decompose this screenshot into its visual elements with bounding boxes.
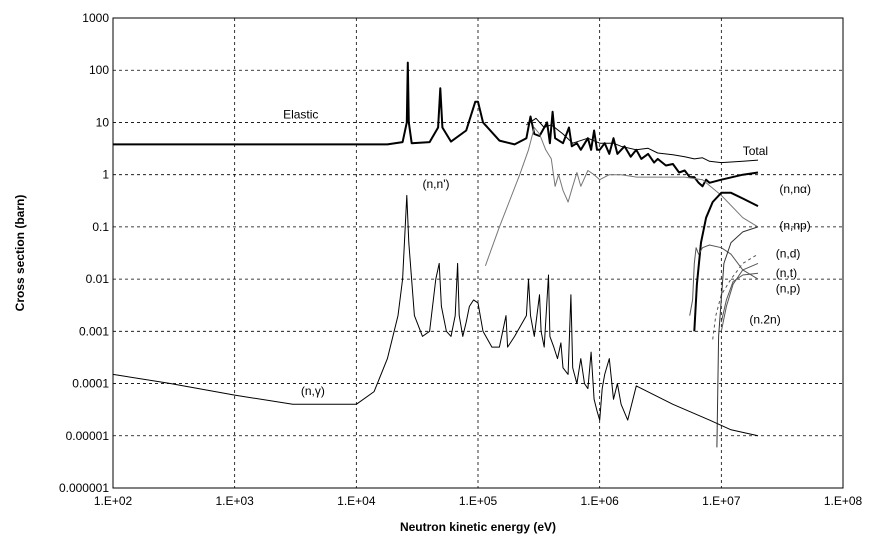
series-line-n-d [712,253,759,340]
x-tick-label: 1.E+05 [459,494,498,508]
annotation-total: Total [743,144,768,158]
y-tick-label: 100 [89,63,109,77]
x-tick-label: 1.E+03 [215,494,254,508]
y-tick-label: 0.0001 [72,377,109,391]
grid [113,18,843,488]
x-tick-label: 1.E+02 [94,494,133,508]
y-tick-labels: 1000 100 10 1 0.1 0.01 0.001 0.0001 0.00001 0.000… [59,11,109,495]
series-line-total [526,117,759,164]
series-line-elastic [113,61,759,188]
x-axis-title: Neutron kinetic energy (eV) [400,520,556,534]
x-tick-label: 1.E+04 [337,494,376,508]
annotation-n-n: (n,n') [423,177,450,191]
y-tick-label: 1 [102,168,109,182]
x-tick-label: 1.E+08 [824,494,863,508]
annotation-n-2n: (n.2n) [749,313,780,327]
annotation-n-d: (n,d) [776,246,801,260]
x-tick-label: 1.E+06 [580,494,619,508]
x-tick-labels: 1.E+02 1.E+03 1.E+04 1.E+05 1.E+06 1.E+07 1.E+… [94,494,863,508]
y-tick-label: 0.001 [79,324,109,338]
annotation-elastic: Elastic [283,107,318,121]
plot-frame [112,17,844,489]
annotation-n-p: (n,p) [776,282,801,296]
series-line-n-t [720,262,759,332]
y-tick-label: 0.000001 [59,481,109,495]
series-line-n-n [484,127,759,266]
x-tick-label: 1.E+07 [702,494,741,508]
y-tick-label: 1000 [82,11,109,25]
series-line-n [112,194,759,437]
annotation-n-n: (n,nα) [779,182,811,196]
series-line-n-2n [716,226,759,448]
series-line-n-n [693,191,759,332]
series-line-n-p [720,272,759,323]
y-tick-label: 10 [96,115,110,129]
annotation-n-np: (n,np) [779,218,810,232]
series-line-n-np [689,244,759,316]
y-tick-label: 0.00001 [66,429,110,443]
annotation-n-t: (n,t) [776,266,797,280]
series-layer [112,61,759,448]
y-tick-label: 0.01 [86,272,110,286]
annotation-n: (n,γ) [301,384,325,398]
series-annotations: Elastic Total (n,n') (n,nα) (n,np) (n,d) (n,t)… [283,107,811,398]
y-axis-title: Cross section (barn) [13,195,27,312]
y-tick-label: 0.1 [92,220,109,234]
